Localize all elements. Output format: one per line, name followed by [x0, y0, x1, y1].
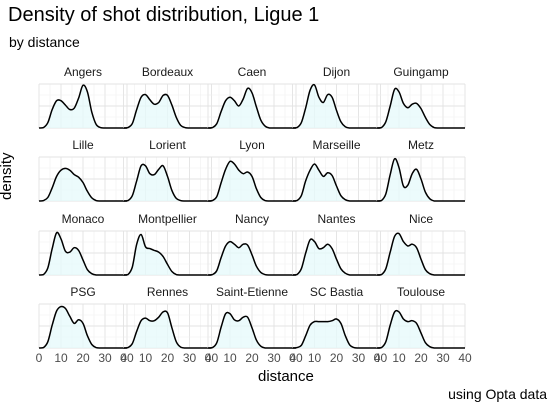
x-tick-label: 0 — [120, 351, 127, 365]
x-tick-label: 10 — [308, 351, 322, 365]
x-tick-label: 40 — [120, 351, 134, 365]
x-tick-label: 10 — [139, 351, 153, 365]
facet-label: Nice — [409, 212, 433, 226]
density-area — [123, 311, 212, 348]
density-line — [38, 167, 127, 202]
density-line — [38, 84, 127, 129]
facet-label: Lille — [72, 138, 94, 152]
x-tick-label: 10 — [223, 351, 237, 365]
x-tick-label: 40 — [458, 351, 472, 365]
density-line — [123, 233, 212, 276]
facet-label: Monaco — [62, 212, 105, 226]
x-tick-label: 40 — [374, 351, 388, 365]
x-tick-label: 20 — [245, 351, 259, 365]
density-line — [376, 87, 465, 129]
density-area — [208, 88, 296, 128]
facet-label: Caen — [238, 65, 267, 79]
density-area — [208, 312, 296, 348]
density-area — [123, 164, 212, 201]
x-tick-label: 40 — [205, 351, 219, 365]
facet-label: Lorient — [149, 138, 186, 152]
density-line — [376, 157, 465, 202]
facet-label: Angers — [64, 65, 102, 79]
density-area — [377, 310, 465, 348]
facet-label: Guingamp — [393, 65, 449, 79]
density-line — [207, 311, 296, 349]
density-line — [38, 305, 127, 349]
density-line — [292, 318, 381, 349]
density-area — [123, 234, 212, 275]
x-tick-label: 10 — [392, 351, 406, 365]
facet-label: Nantes — [317, 212, 355, 226]
density-area — [123, 94, 212, 128]
density-line — [207, 160, 296, 202]
x-tick-label: 30 — [352, 351, 366, 365]
density-line — [207, 87, 296, 129]
density-area — [377, 233, 465, 275]
facet-label: SC Bastia — [310, 285, 364, 299]
x-tick-label: 30 — [183, 351, 197, 365]
facet-label: Toulouse — [397, 285, 445, 299]
x-axis-label: distance — [258, 368, 314, 385]
density-line — [292, 163, 381, 202]
density-line — [292, 238, 381, 276]
density-area — [292, 164, 381, 201]
x-tick-label: 0 — [36, 351, 43, 365]
density-line — [292, 83, 381, 129]
x-tick-label: 30 — [267, 351, 281, 365]
density-area — [39, 306, 127, 348]
facet-label: Bordeaux — [142, 65, 193, 79]
density-line — [123, 310, 212, 349]
facet-label: Montpellier — [138, 212, 197, 226]
x-tick-label: 30 — [98, 351, 112, 365]
density-area — [292, 239, 381, 275]
density-area — [208, 161, 296, 201]
x-tick-label: 20 — [76, 351, 90, 365]
density-area — [39, 232, 127, 275]
facet-label: Metz — [408, 138, 434, 152]
density-area — [39, 85, 127, 128]
x-tick-label: 20 — [161, 351, 175, 365]
facet-label: Marseille — [312, 138, 360, 152]
density-line — [376, 232, 465, 276]
facet-label: Saint-Etienne — [216, 285, 288, 299]
x-tick-label: 20 — [414, 351, 428, 365]
chart-caption: using Opta data — [448, 386, 547, 402]
facet-label: Nancy — [235, 212, 269, 226]
density-area — [292, 318, 381, 348]
density-line — [38, 231, 127, 276]
x-tick-label: 10 — [54, 351, 68, 365]
facet-label: Lyon — [239, 138, 265, 152]
chart-title: Density of shot distribution, Ligue 1 — [8, 4, 320, 26]
x-tick-label: 0 — [205, 351, 212, 365]
density-line — [123, 93, 212, 129]
x-tick-label: 30 — [436, 351, 450, 365]
density-line — [207, 240, 296, 276]
density-area — [208, 241, 296, 275]
density-area — [377, 88, 465, 128]
facet-label: Dijon — [323, 65, 350, 79]
x-tick-label: 40 — [289, 351, 303, 365]
x-tick-label: 0 — [289, 351, 296, 365]
facet-label: PSG — [70, 285, 95, 299]
facet-label: Rennes — [147, 285, 188, 299]
density-area — [39, 168, 127, 201]
density-area — [292, 84, 381, 128]
x-tick-label: 20 — [330, 351, 344, 365]
density-line — [123, 163, 212, 202]
chart-subtitle: by distance — [9, 34, 80, 50]
y-axis-label: density — [0, 152, 15, 200]
x-tick-label: 0 — [374, 351, 381, 365]
density-line — [376, 309, 465, 349]
